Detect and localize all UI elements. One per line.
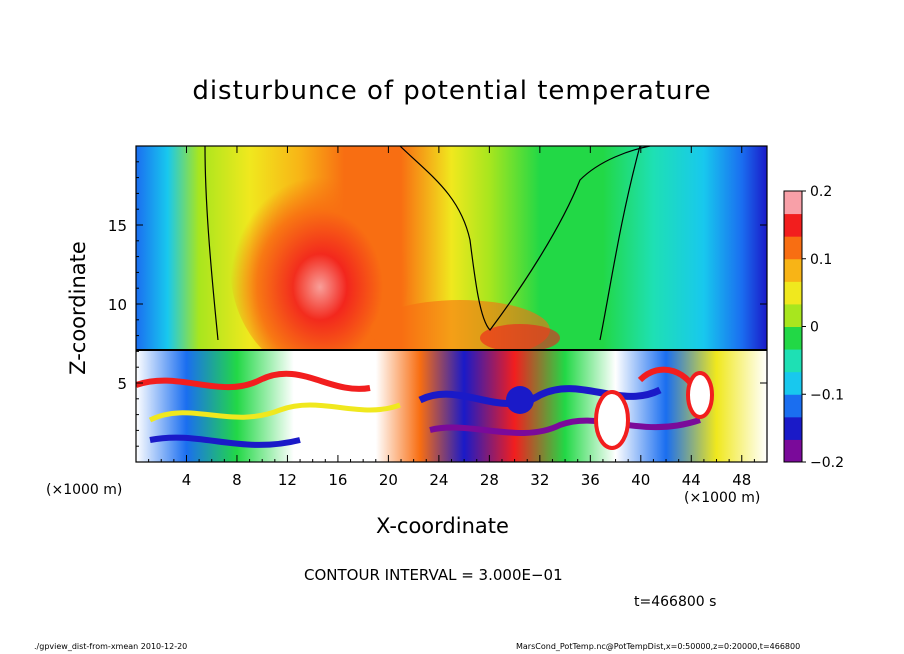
x-unit-label-left: (×1000 m) — [46, 482, 123, 498]
colorbar-tick-label: 0 — [810, 320, 819, 336]
colorbar-swatch — [784, 258, 802, 282]
y-tick-label: 10 — [108, 296, 127, 314]
colorbar-swatch — [784, 371, 802, 395]
heatmap-field — [136, 146, 767, 462]
x-tick-label: 40 — [631, 471, 650, 489]
footer-data-source: MarsCond_PotTemp.nc@PotTempDist,x=0:5000… — [516, 642, 801, 651]
x-tick-label: 32 — [530, 471, 549, 489]
colorbar-swatch — [784, 213, 802, 237]
colorbar-swatch — [784, 303, 802, 327]
x-tick-label: 28 — [480, 471, 499, 489]
colorbar-swatch — [784, 236, 802, 260]
x-unit-label-right: (×1000 m) — [684, 490, 761, 506]
colorbar-swatch — [784, 439, 802, 463]
colorbar-tick-label: 0.2 — [810, 184, 832, 200]
colorbar-swatch — [784, 326, 802, 350]
y-tick-label: 5 — [117, 375, 127, 393]
x-tick-label: 48 — [732, 471, 751, 489]
colorbar-swatch — [784, 191, 802, 215]
x-tick-label: 24 — [429, 471, 448, 489]
colorbar-swatch — [784, 281, 802, 305]
x-tick-label: 44 — [682, 471, 701, 489]
x-tick-label: 36 — [581, 471, 600, 489]
y-tick-label: 15 — [108, 217, 127, 235]
colorbar-swatch — [784, 416, 802, 440]
colorbar — [783, 190, 803, 463]
colorbar-tick-label: 0.1 — [810, 252, 832, 268]
time-stamp: t=466800 s — [634, 594, 717, 610]
footer-script-info: ./gpview_dist-from-xmean 2010-12-20 — [34, 642, 188, 651]
chart-title: disturbunce of potential temperature — [192, 76, 712, 106]
x-tick-label: 12 — [278, 471, 297, 489]
x-axis-label: X-coordinate — [376, 514, 509, 538]
colorbar-tick-label: −0.1 — [810, 387, 844, 403]
colorbar-tick-label: −0.2 — [810, 455, 844, 471]
x-tick-label: 4 — [182, 471, 192, 489]
x-tick-label: 16 — [328, 471, 347, 489]
contour-interval-note: CONTOUR INTERVAL = 3.000E−01 — [304, 566, 563, 584]
x-tick-label: 8 — [232, 471, 242, 489]
colorbar-swatch — [784, 394, 802, 418]
colorbar-swatch — [784, 349, 802, 373]
x-tick-label: 20 — [379, 471, 398, 489]
